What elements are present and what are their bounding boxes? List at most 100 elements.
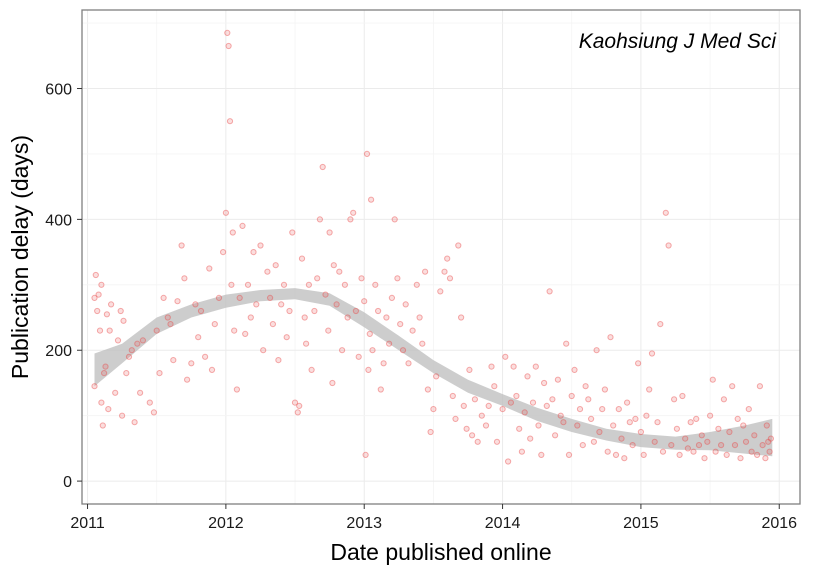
- data-point: [399, 347, 407, 354]
- data-point: [607, 334, 614, 341]
- data-point: [469, 432, 476, 439]
- data-point: [560, 419, 567, 426]
- data-point: [507, 399, 514, 406]
- data-point: [416, 314, 423, 321]
- data-point: [95, 291, 102, 298]
- data-point: [698, 432, 705, 439]
- data-point: [326, 229, 333, 236]
- data-point: [709, 376, 716, 383]
- data-point: [585, 396, 592, 403]
- data-point: [482, 422, 490, 429]
- data-point: [767, 435, 775, 442]
- data-point: [532, 363, 539, 370]
- data-point: [516, 425, 523, 432]
- data-point: [599, 406, 606, 413]
- data-point: [668, 442, 675, 449]
- data-point: [117, 307, 124, 315]
- data-point: [257, 242, 264, 249]
- data-point: [92, 271, 99, 279]
- data-point: [267, 294, 274, 301]
- data-point: [319, 163, 326, 171]
- data-point: [471, 396, 478, 403]
- x-tick-label: 2015: [623, 515, 659, 532]
- data-point: [98, 281, 105, 288]
- data-point: [424, 386, 431, 393]
- data-point: [229, 229, 236, 236]
- data-point: [233, 386, 240, 393]
- data-point: [510, 363, 517, 370]
- data-point: [215, 294, 223, 301]
- data-point: [197, 307, 205, 315]
- y-tick-label: 400: [45, 212, 72, 229]
- x-tick-label: 2013: [346, 515, 382, 532]
- data-point: [188, 360, 195, 367]
- data-point: [250, 249, 257, 256]
- data-point: [280, 281, 288, 288]
- data-point: [742, 438, 750, 445]
- data-point: [96, 327, 104, 334]
- data-point: [341, 281, 348, 288]
- data-point: [91, 294, 98, 301]
- data-point: [458, 314, 465, 321]
- data-point: [123, 370, 130, 377]
- data-point: [253, 301, 260, 308]
- data-point: [632, 415, 639, 422]
- data-point: [579, 442, 586, 449]
- data-point: [612, 451, 620, 458]
- data-point: [737, 455, 744, 462]
- data-point: [422, 268, 429, 275]
- data-point: [311, 307, 318, 315]
- data-point: [224, 29, 231, 37]
- data-point: [222, 209, 229, 216]
- data-point: [538, 451, 545, 458]
- data-point: [303, 340, 310, 347]
- data-point: [153, 327, 160, 334]
- data-point: [762, 455, 769, 462]
- data-point: [99, 422, 106, 429]
- data-point: [150, 409, 157, 416]
- data-point: [296, 402, 303, 409]
- data-point: [549, 396, 556, 403]
- data-points: [91, 29, 775, 465]
- data-point: [433, 373, 440, 380]
- data-point: [98, 399, 105, 406]
- data-point: [491, 383, 498, 390]
- data-point: [105, 406, 112, 413]
- data-point: [316, 216, 323, 223]
- data-point: [167, 321, 174, 328]
- data-point: [593, 347, 600, 354]
- data-point: [765, 438, 772, 445]
- data-point: [513, 392, 520, 400]
- data-point: [646, 386, 653, 393]
- data-point: [192, 301, 199, 308]
- data-point: [460, 402, 467, 409]
- data-point: [766, 448, 773, 455]
- data-point: [131, 419, 138, 426]
- grid-lines: [82, 10, 800, 504]
- data-point: [740, 422, 747, 429]
- data-point: [671, 396, 678, 403]
- data-point: [269, 321, 276, 328]
- data-point: [687, 419, 694, 426]
- data-point: [298, 255, 306, 262]
- data-point: [336, 268, 343, 275]
- data-point: [301, 314, 308, 321]
- data-point: [437, 288, 444, 295]
- data-point: [695, 442, 703, 449]
- data-point: [745, 406, 752, 413]
- data-point: [361, 298, 368, 305]
- data-point: [640, 451, 647, 458]
- data-point: [731, 442, 739, 449]
- data-point: [228, 281, 235, 288]
- data-point: [729, 383, 736, 390]
- data-point: [366, 330, 373, 337]
- data-point: [488, 363, 495, 370]
- data-point: [679, 392, 686, 400]
- data-point: [91, 383, 98, 390]
- data-point: [339, 347, 346, 354]
- data-point: [546, 288, 553, 295]
- data-point: [676, 451, 683, 458]
- data-point: [704, 438, 711, 445]
- data-point: [397, 321, 404, 328]
